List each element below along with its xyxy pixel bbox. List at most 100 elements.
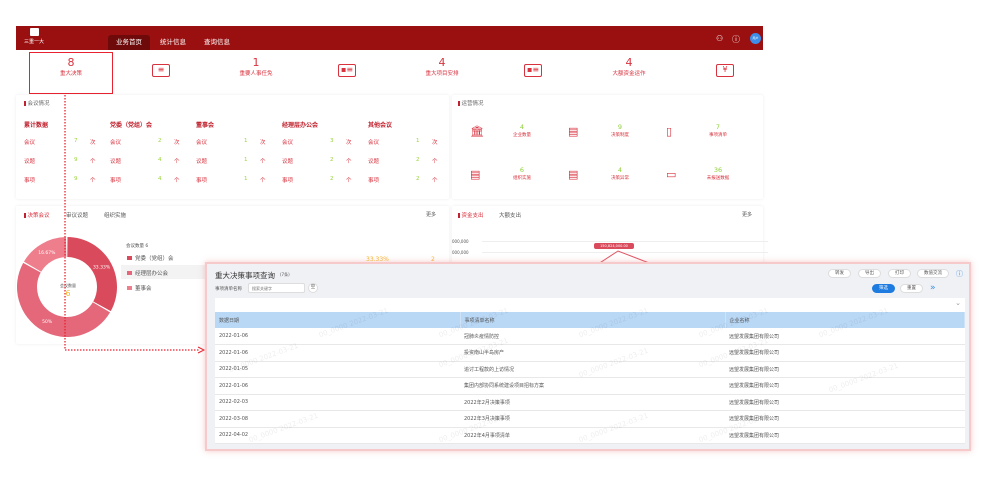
table-cell: 2022年3月决策事项: [460, 410, 725, 428]
filter-bar: ⌄: [215, 298, 965, 312]
metric-value[interactable]: 1: [244, 138, 248, 144]
filter-button[interactable]: 筛选: [872, 284, 895, 293]
nav-statistics[interactable]: 统计信息: [160, 38, 186, 46]
supervision-item[interactable]: 7 事项清单: [709, 123, 727, 138]
meeting-count: 会议数量 6: [126, 244, 149, 249]
metric-value[interactable]: 9: [74, 176, 78, 182]
table-cell: 冠肺炎疫情防控: [460, 328, 725, 345]
col-date[interactable]: 数据日期: [215, 312, 461, 328]
table-row[interactable]: 2022-01-05 追讨工程款的上访情况 远望发展集团有限公司: [215, 361, 965, 378]
nav-home[interactable]: 业务首页: [108, 35, 150, 50]
tab-large-expense[interactable]: 大额支出: [499, 213, 522, 219]
meeting-column-title: 经理层办公会: [282, 122, 319, 129]
tab-implementation[interactable]: 组织实施: [104, 213, 127, 219]
table-row[interactable]: 2022-01-06 集团内部协同系统建设项目招标方案 远望发展集团有限公司: [215, 377, 965, 395]
supervision-item[interactable]: 6 组织实施: [513, 166, 531, 181]
print-button[interactable]: 打印: [888, 269, 911, 278]
table-row[interactable]: 2022-03-08 2022年3月决策事项 远望发展集团有限公司: [215, 410, 965, 428]
stat-selected-highlight: [29, 52, 113, 94]
more-link[interactable]: 更多: [742, 212, 753, 218]
stat-funds[interactable]: 4 大额资金运作: [612, 56, 646, 77]
app-logo[interactable]: 三重一大: [22, 28, 46, 45]
metric-value[interactable]: 2: [416, 157, 420, 163]
tab-decision-meeting[interactable]: 决策会议: [24, 211, 50, 219]
slice-label: 33.33%: [93, 264, 111, 270]
supervision-item[interactable]: 9 决策制度: [611, 123, 629, 138]
metric-label: 会议: [196, 140, 208, 146]
dialog-count: (7条): [280, 272, 290, 277]
supervision-title: 运营情况: [458, 99, 484, 107]
col-company[interactable]: 企业名称: [725, 312, 965, 328]
supervision-item[interactable]: 4 企业数量: [513, 123, 531, 138]
supervision-item[interactable]: 36 未报送数据: [706, 166, 730, 181]
col-item-name[interactable]: 事项清单名称: [460, 312, 726, 328]
table-row[interactable]: 2022-04-02 2022年4月事项清单 远望发展集团有限公司: [215, 427, 965, 444]
metric-value[interactable]: 2: [416, 176, 420, 182]
tab-fund-expense[interactable]: 资金支出: [458, 211, 484, 219]
stat-personnel[interactable]: 1 重要人事任免: [239, 56, 273, 77]
expand-icon[interactable]: »: [930, 283, 936, 293]
metric-label: 事项: [24, 178, 36, 184]
metric-value[interactable]: 2: [158, 138, 162, 144]
reset-button[interactable]: 重置: [900, 284, 923, 293]
legend-item[interactable]: 经理层办公会: [127, 269, 168, 277]
clear-button[interactable]: 空: [308, 283, 318, 293]
chevron-down-icon[interactable]: ⌄: [955, 299, 961, 307]
user-group-icon[interactable]: ⚇: [716, 34, 724, 43]
table-cell: 远望发展集团有限公司: [725, 410, 965, 428]
metric-value[interactable]: 3: [330, 138, 334, 144]
metric-unit: 个: [260, 159, 266, 165]
supervision-item[interactable]: 4 决策异常: [611, 166, 629, 181]
metric-value[interactable]: 4: [158, 157, 162, 163]
gridline: [482, 252, 768, 253]
metric-value[interactable]: 9: [74, 157, 78, 163]
meeting-column-title: 其他会议: [368, 122, 393, 129]
metric-value[interactable]: 1: [416, 138, 420, 144]
metric-value[interactable]: 7: [74, 138, 78, 144]
metric-label: 议题: [110, 159, 122, 165]
document-alert-icon: ▤: [568, 168, 579, 181]
table-row[interactable]: 2022-01-06 投资南山半岛房产 远望发展集团有限公司: [215, 344, 965, 362]
metric-label: 议题: [196, 159, 208, 165]
search-input[interactable]: [248, 283, 305, 293]
table-cell: 远望发展集团有限公司: [725, 361, 965, 378]
metric-value[interactable]: 1: [244, 157, 248, 163]
nav-query[interactable]: 查询信息: [204, 38, 230, 46]
help-icon[interactable]: ⓘ: [956, 270, 963, 278]
metric-value[interactable]: 4: [158, 176, 162, 182]
table-cell: 2022年4月事项清单: [460, 427, 725, 444]
meeting-column-title: 董事会: [196, 122, 215, 129]
metric-label: 事项: [196, 178, 208, 184]
export-button[interactable]: 导出: [858, 269, 881, 278]
legend-count: 2: [431, 256, 435, 263]
donut-slice[interactable]: [67, 237, 118, 312]
exchange-button[interactable]: 数值交流: [917, 269, 949, 278]
metric-value[interactable]: 1: [244, 176, 248, 182]
table-cell: 远望发展集团有限公司: [725, 328, 965, 345]
table-cell: 集团内部协同系统建设项目招标方案: [460, 377, 725, 395]
y-tick: 000,000: [452, 250, 469, 255]
legend-hover-row: [121, 265, 211, 279]
table-cell: 追讨工程款的上访情况: [460, 361, 725, 378]
donut-chart: 33.33% 50% 16.67%: [17, 237, 118, 337]
legend-item[interactable]: 党委（党组）会: [127, 254, 174, 262]
stat-projects[interactable]: 4 重大项目安排: [425, 56, 459, 77]
tab-review-topics[interactable]: 审议议题: [66, 213, 89, 219]
metric-unit: 个: [346, 178, 352, 184]
metric-value[interactable]: 2: [330, 176, 334, 182]
legend-item[interactable]: 董事会: [127, 284, 152, 292]
table-row[interactable]: 2022-02-03 2022年2月决策事项 远望发展集团有限公司: [215, 394, 965, 411]
dialog-title: 重大决策事项查询: [215, 271, 275, 280]
forward-button[interactable]: 转发: [828, 269, 851, 278]
metric-unit: 个: [174, 178, 180, 184]
donut-slice[interactable]: [23, 237, 67, 272]
avatar[interactable]: 用户: [750, 33, 761, 44]
more-link[interactable]: 更多: [426, 212, 437, 218]
donut-slice[interactable]: [17, 262, 111, 337]
slice-label: 50%: [42, 319, 53, 325]
metric-value[interactable]: 2: [330, 157, 334, 163]
stat-major-decision[interactable]: 8 重大决策: [59, 56, 82, 77]
bank-icon: 🏛: [470, 125, 484, 138]
table-row[interactable]: 2022-01-06 冠肺炎疫情防控 远望发展集团有限公司: [215, 328, 965, 345]
help-icon[interactable]: ⓘ: [732, 35, 740, 44]
